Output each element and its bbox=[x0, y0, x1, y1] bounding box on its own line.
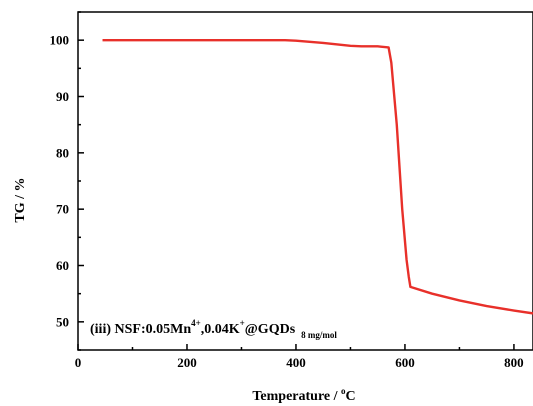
y-tick-label: 70 bbox=[56, 202, 69, 217]
y-axis-title: TG / % bbox=[13, 177, 28, 222]
series-line-tg bbox=[102, 38, 533, 315]
y-tick-label: 50 bbox=[56, 314, 69, 329]
tick-labels: 0 200 400 600 800 50 60 70 80 90 100 bbox=[50, 33, 524, 370]
plot-frame bbox=[77, 11, 533, 351]
axis-ticks bbox=[77, 11, 515, 351]
y-tick-label: 60 bbox=[56, 258, 69, 273]
x-tick-label: 0 bbox=[75, 355, 82, 370]
x-tick-label: 600 bbox=[395, 355, 415, 370]
x-tick-label: 800 bbox=[504, 355, 524, 370]
x-tick-label: 200 bbox=[177, 355, 197, 370]
x-axis-title: Temperature / oC bbox=[252, 386, 355, 404]
sample-annotation: (iii) NSF:0.05Mn4+,0.04K+@GQDs 8 mg/mol bbox=[90, 318, 337, 340]
y-tick-label: 90 bbox=[56, 89, 69, 104]
y-tick-label: 80 bbox=[56, 145, 69, 160]
x-tick-label: 400 bbox=[286, 355, 306, 370]
y-tick-label: 100 bbox=[50, 33, 70, 48]
